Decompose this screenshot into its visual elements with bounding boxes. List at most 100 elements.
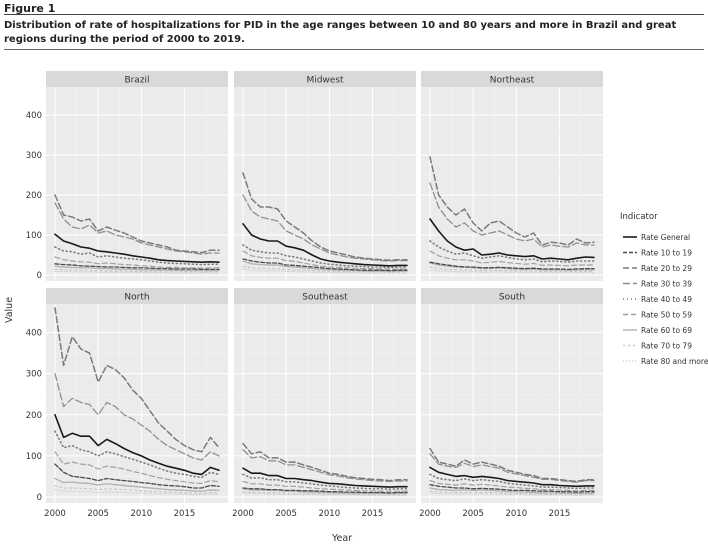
panel-background	[46, 304, 228, 503]
panel-title: Midwest	[306, 76, 344, 86]
x-tick-label: 2015	[174, 509, 196, 519]
series-line-rate-80-and-more	[242, 268, 408, 274]
panels-layer: Brazil 0 100 200 300 400 Midwest Northeast North…	[26, 71, 603, 519]
legend-item: Rate 50 to 59	[623, 311, 692, 320]
legend-label: Rate 10 to 19	[641, 249, 692, 258]
legend-item: Rate 80 and more	[623, 357, 708, 366]
series-line-rate-10-to-19	[429, 261, 595, 271]
y-tick-label: 400	[26, 111, 42, 121]
series-line-rate-50-to-59	[54, 256, 220, 269]
legend-item: Rate 30 to 39	[623, 280, 692, 289]
series-line-rate-40-to-49	[242, 244, 408, 269]
y-tick-label: 200	[26, 411, 42, 421]
x-tick-label: 2010	[130, 509, 152, 519]
legend-item: Rate General	[623, 233, 690, 242]
series-line-rate-50-to-59	[242, 480, 408, 492]
caption-rule	[4, 49, 704, 50]
panel-title: Northeast	[490, 76, 535, 86]
series-line-rate-30-to-39	[54, 373, 220, 461]
panel-strip	[46, 71, 228, 87]
y-tick-label: 100	[26, 231, 42, 241]
series-line-rate-general	[54, 233, 220, 264]
series-line-rate-20-to-29	[242, 172, 408, 261]
legend-label: Rate General	[641, 233, 690, 242]
panel-title: Brazil	[124, 76, 149, 86]
series-line-rate-60-to-69	[242, 260, 408, 272]
series-line-rate-40-to-49	[54, 430, 220, 479]
series-line-rate-30-to-39	[54, 202, 220, 255]
x-tick-label: 2015	[549, 509, 571, 519]
series-line-rate-10-to-19	[242, 487, 408, 494]
x-tick-label: 2000	[232, 509, 254, 519]
series-line-rate-50-to-59	[242, 250, 408, 270]
y-tick-label: 200	[26, 191, 42, 201]
series-line-rate-70-to-79	[429, 490, 595, 496]
panel-strip	[234, 288, 416, 304]
series-line-rate-70-to-79	[429, 266, 595, 272]
x-tick-label: 2005	[462, 509, 484, 519]
series-line-rate-60-to-69	[54, 477, 220, 492]
series-line-rate-20-to-29	[54, 307, 220, 453]
legend: Indicator Rate General Rate 10 to 19 Rate …	[620, 212, 708, 366]
panel-northeast: Northeast	[421, 71, 603, 281]
panel-strip	[421, 288, 603, 304]
panel-title: South	[499, 293, 525, 303]
legend-item: Rate 70 to 79	[623, 342, 692, 351]
panel-midwest: Midwest	[234, 71, 416, 281]
legend-label: Rate 50 to 59	[641, 311, 692, 320]
series-line-rate-20-to-29	[54, 194, 220, 254]
panel-north: North	[46, 288, 228, 503]
series-line-rate-10-to-19	[54, 263, 220, 271]
panel-southeast: Southeast	[234, 288, 416, 503]
series-line-rate-20-to-29	[242, 442, 408, 482]
series-line-rate-60-to-69	[429, 262, 595, 271]
series-line-rate-30-to-39	[242, 449, 408, 483]
y-tick-label: 0	[37, 271, 42, 281]
series-line-rate-80-and-more	[242, 492, 408, 496]
y-axis-title: Value	[4, 297, 15, 323]
legend-title: Indicator	[620, 212, 658, 222]
figure-caption: Distribution of rate of hospitalizations…	[4, 20, 677, 45]
y-tick-label: 100	[26, 452, 42, 462]
series-line-rate-10-to-19	[54, 463, 220, 489]
series-line-rate-10-to-19	[429, 484, 595, 493]
series-line-rate-30-to-39	[429, 453, 595, 483]
series-line-rate-30-to-39	[242, 194, 408, 262]
panel-title: North	[124, 293, 149, 303]
series-line-rate-20-to-29	[429, 156, 595, 246]
legend-label: Rate 80 and more	[641, 357, 708, 366]
legend-label: Rate 70 to 79	[641, 342, 692, 351]
series-line-rate-20-to-29	[429, 447, 595, 483]
y-tick-label: 400	[26, 329, 42, 339]
series-line-rate-80-and-more	[54, 489, 220, 496]
panel-title: Southeast	[302, 293, 348, 303]
series-line-rate-50-to-59	[429, 250, 595, 267]
legend-item: Rate 40 to 49	[623, 295, 692, 304]
x-tick-label: 2010	[505, 509, 527, 519]
x-tick-label: 2005	[275, 509, 297, 519]
x-axis-title: Year	[331, 533, 352, 544]
x-tick-label: 2010	[318, 509, 340, 519]
legend-item: Rate 60 to 69	[623, 326, 692, 335]
legend-label: Rate 20 to 29	[641, 264, 692, 273]
series-line-rate-60-to-69	[429, 487, 595, 494]
panel-strip	[46, 288, 228, 304]
x-tick-label: 2000	[44, 509, 66, 519]
series-line-rate-50-to-59	[429, 480, 595, 492]
series-line-rate-40-to-49	[54, 246, 220, 266]
series-line-rate-60-to-69	[54, 265, 220, 272]
legend-item: Rate 10 to 19	[623, 249, 692, 258]
x-tick-label: 2015	[362, 509, 384, 519]
y-tick-label: 0	[37, 493, 42, 503]
legend-label: Rate 60 to 69	[641, 326, 692, 335]
series-line-rate-general	[242, 223, 408, 267]
legend-item: Rate 20 to 29	[623, 264, 692, 273]
series-line-rate-80-and-more	[429, 492, 595, 496]
series-line-rate-general	[54, 413, 220, 476]
series-line-rate-70-to-79	[242, 491, 408, 496]
series-line-rate-30-to-39	[429, 182, 595, 248]
series-line-rate-50-to-59	[54, 451, 220, 484]
series-line-rate-10-to-19	[242, 258, 408, 272]
series-line-rate-40-to-49	[242, 473, 408, 491]
